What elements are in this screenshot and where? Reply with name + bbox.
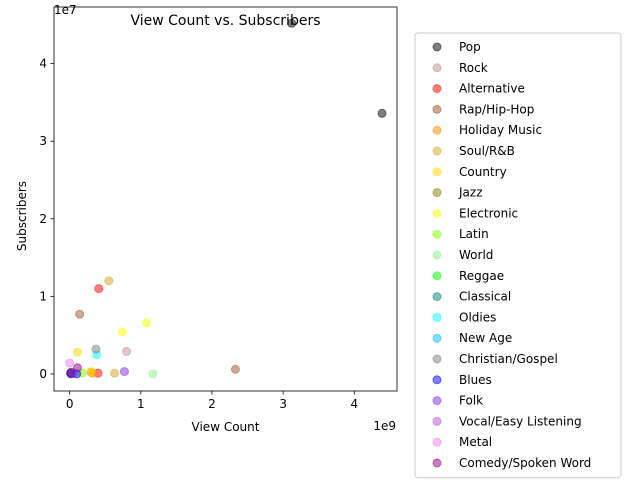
legend-label-9: Latin: [459, 227, 489, 241]
legend-label-5: Soul/R&B: [459, 144, 515, 158]
data-point-5-0: [104, 276, 114, 286]
chart-title: View Count vs. Subscribers: [130, 13, 320, 29]
y-tick-label-4: 4: [39, 57, 47, 71]
data-point-20-1: [65, 368, 75, 378]
legend-marker-9: [432, 229, 442, 239]
legend-marker-16: [432, 375, 442, 385]
data-points: [65, 18, 387, 379]
x-axis-label: View Count: [192, 420, 260, 434]
data-point-17-0: [119, 367, 129, 377]
legend-marker-5: [432, 146, 442, 156]
legend-label-11: Reggae: [459, 269, 504, 283]
legend-label-7: Jazz: [458, 186, 483, 200]
legend-marker-0: [432, 42, 442, 52]
x-tick-label-4: 4: [350, 397, 358, 411]
y-tick-label-0: 0: [39, 367, 47, 381]
legend-label-3: Rap/Hip-Hop: [459, 102, 534, 116]
legend-marker-17: [432, 396, 442, 406]
legend-marker-19: [432, 437, 442, 447]
legend: Pop Rock Alternative Rap/Hip-Hop Holiday Mus…: [414, 32, 622, 479]
legend-label-0: Pop: [459, 40, 481, 54]
data-point-6-0: [72, 347, 82, 357]
data-point-19-0: [65, 358, 75, 368]
x-offset-label: 1e9: [373, 419, 396, 433]
legend-label-13: Oldies: [459, 310, 496, 324]
data-point-5-1: [109, 368, 119, 378]
x-tick-label-2: 2: [208, 397, 216, 411]
legend-label-18: Vocal/Easy Listening: [459, 414, 582, 428]
legend-marker-13: [432, 312, 442, 322]
legend-label-15: Christian/Gospel: [459, 352, 558, 366]
legend-label-16: Blues: [459, 373, 492, 387]
data-point-1-0: [122, 346, 132, 356]
y-axis-label: Subscribers: [15, 181, 29, 251]
legend-box: [414, 32, 622, 479]
data-point-6-1: [86, 367, 96, 377]
legend-label-8: Electronic: [459, 206, 518, 220]
data-point-8-1: [117, 327, 127, 337]
legend-marker-12: [432, 292, 442, 302]
legend-marker-10: [432, 250, 442, 260]
data-point-0-1: [377, 108, 387, 118]
x-tick-label-0: 0: [66, 397, 74, 411]
y-offset-label: 1e7: [54, 3, 77, 17]
data-point-10-0: [148, 369, 158, 379]
legend-marker-1: [432, 63, 442, 73]
legend-marker-20: [432, 458, 442, 468]
legend-label-14: New Age: [459, 331, 512, 345]
legend-label-10: World: [459, 248, 493, 262]
data-point-8-0: [142, 318, 152, 328]
legend-marker-7: [432, 188, 442, 198]
legend-marker-2: [432, 84, 442, 94]
legend-label-4: Holiday Music: [459, 123, 542, 137]
y-tick-label-3: 3: [39, 134, 47, 148]
legend-marker-3: [432, 104, 442, 114]
legend-label-20: Comedy/Spoken Word: [459, 456, 591, 470]
legend-marker-8: [432, 208, 442, 218]
data-point-3-0: [75, 309, 85, 319]
legend-marker-4: [432, 125, 442, 135]
legend-label-19: Metal: [459, 435, 492, 449]
legend-label-1: Rock: [459, 61, 488, 75]
legend-label-6: Country: [459, 165, 507, 179]
legend-marker-11: [432, 271, 442, 281]
legend-marker-18: [432, 416, 442, 426]
data-point-20-0: [72, 363, 82, 373]
data-point-15-0: [91, 344, 101, 354]
y-tick-label-2: 2: [39, 212, 47, 226]
legend-marker-6: [432, 167, 442, 177]
legend-marker-15: [432, 354, 442, 364]
data-point-3-1: [230, 364, 240, 374]
legend-label-12: Classical: [459, 290, 511, 304]
data-point-2-0: [94, 284, 104, 294]
legend-label-17: Folk: [459, 394, 483, 408]
data-point-0-0: [287, 18, 297, 28]
axes-frame: [53, 6, 398, 392]
legend-label-2: Alternative: [459, 82, 525, 96]
plot-area: 0 1 2 3 4 0 1 2 3 4: [39, 6, 398, 411]
legend-marker-14: [432, 333, 442, 343]
x-tick-label-3: 3: [279, 397, 287, 411]
x-tick-label-1: 1: [137, 397, 145, 411]
y-tick-label-1: 1: [39, 289, 47, 303]
